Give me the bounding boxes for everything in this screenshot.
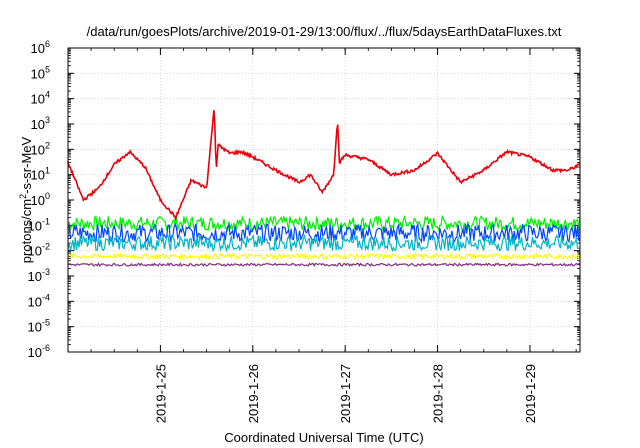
y-tick-label: 10-1	[28, 216, 50, 233]
y-tick-exponent: 4	[45, 90, 50, 100]
y-tick-exponent: -3	[42, 267, 50, 277]
y-axis-label-rest: -s-sr-MeV	[19, 136, 34, 193]
y-tick-base: 10	[31, 66, 45, 81]
x-tick-label: 2019-1-29	[523, 364, 538, 423]
y-tick-base: 10	[31, 117, 45, 132]
flux-series-line	[67, 251, 581, 261]
y-tick-base: 10	[28, 320, 42, 335]
y-tick-base: 10	[28, 294, 42, 309]
y-tick-exponent: 6	[45, 39, 50, 49]
y-tick-exponent: 2	[45, 140, 50, 150]
flux-series-line	[67, 214, 581, 233]
y-tick-exponent: 0	[45, 191, 50, 201]
chart-title: /data/run/goesPlots/archive/2019-01-29/1…	[87, 24, 562, 39]
y-tick-base: 10	[28, 269, 42, 284]
y-tick-label: 102	[31, 140, 50, 157]
proton-flux-series-line	[67, 110, 581, 222]
y-tick-label: 10-6	[28, 343, 50, 360]
y-tick-exponent: -5	[42, 318, 50, 328]
y-tick-base: 10	[31, 168, 45, 183]
y-tick-label: 10-4	[28, 292, 50, 309]
y-axis-label-sup: 2	[18, 194, 28, 199]
x-tick-labels: 2019-1-25 2019-1-26 2019-1-27 2019-1-28 2019…	[153, 364, 538, 423]
series-group	[67, 110, 581, 268]
y-tick-base: 10	[28, 244, 42, 259]
flux-series-line	[67, 233, 581, 253]
x-tick-label: 2019-1-27	[338, 364, 353, 423]
y-tick-label: 10-2	[28, 242, 50, 259]
x-axis-label: Coordinated Universal Time (UTC)	[224, 430, 423, 445]
x-tick-label: 2019-1-28	[431, 364, 446, 423]
y-tick-base: 10	[31, 193, 45, 208]
y-tick-exponent: -6	[42, 343, 50, 353]
y-tick-exponent: -2	[42, 242, 50, 252]
y-tick-label: 10-3	[28, 267, 50, 284]
y-tick-base: 10	[28, 345, 42, 360]
y-tick-base: 10	[28, 218, 42, 233]
y-tick-label: 101	[31, 166, 50, 183]
x-tick-label: 2019-1-26	[246, 364, 261, 423]
y-tick-label: 10-5	[28, 318, 50, 335]
y-tick-labels: 10-610-510-410-310-210-11001011021031041…	[28, 39, 50, 360]
y-tick-label: 104	[31, 90, 50, 107]
y-tick-base: 10	[31, 41, 45, 56]
y-tick-exponent: 1	[45, 166, 50, 176]
y-tick-exponent: 3	[45, 115, 50, 125]
y-tick-exponent: -4	[42, 292, 50, 302]
y-tick-label: 106	[31, 39, 50, 56]
plot-frame	[67, 47, 581, 353]
flux-series-line	[67, 222, 581, 244]
y-tick-exponent: 5	[45, 64, 50, 74]
y-tick-base: 10	[31, 142, 45, 157]
y-tick-label: 103	[31, 115, 50, 132]
y-tick-exponent: -1	[42, 216, 50, 226]
y-tick-label: 105	[31, 64, 50, 81]
y-tick-base: 10	[31, 92, 45, 107]
y-axis-label: protons/cm2-s-sr-MeV	[18, 136, 34, 263]
x-tick-label: 2019-1-25	[153, 364, 168, 423]
y-axis-label-main: protons/cm	[19, 199, 34, 263]
y-tick-label: 100	[31, 191, 50, 208]
flux-series-line	[67, 262, 581, 268]
